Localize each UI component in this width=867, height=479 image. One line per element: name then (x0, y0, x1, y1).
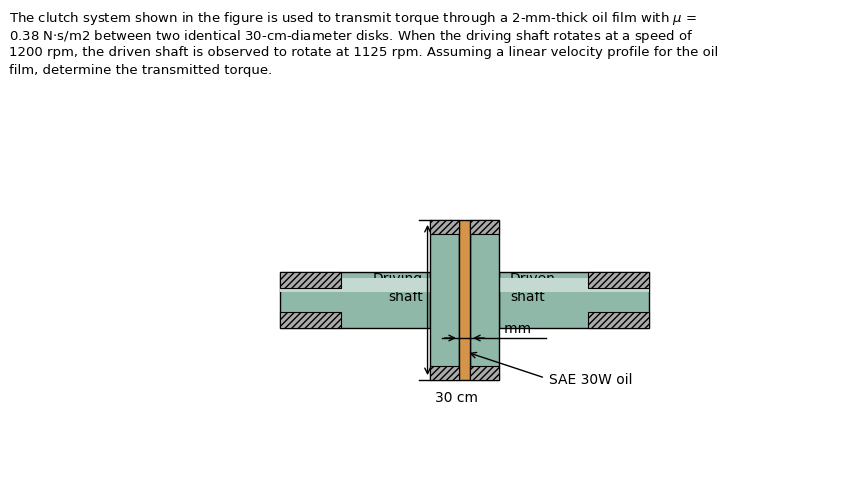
Text: Driving
shaft: Driving shaft (373, 273, 423, 304)
Text: film, determine the transmitted torque.: film, determine the transmitted torque. (10, 64, 273, 77)
Bar (470, 366, 499, 380)
Text: 0.38 N$\cdot$s/m2 between two identical 30-cm-diameter disks. When the driving s: 0.38 N$\cdot$s/m2 between two identical … (10, 28, 694, 45)
Bar (588, 272, 649, 288)
Bar (470, 220, 499, 234)
Bar (459, 220, 470, 380)
Bar (470, 220, 499, 380)
Bar (430, 220, 459, 380)
Text: 30 cm: 30 cm (435, 391, 478, 405)
Text: 1200 rpm, the driven shaft is observed to rotate at 1125 rpm. Assuming a linear : 1200 rpm, the driven shaft is observed t… (10, 46, 719, 59)
Text: SAE 30W oil: SAE 30W oil (549, 373, 632, 387)
Text: Driven
shaft: Driven shaft (510, 273, 556, 304)
Bar (280, 312, 342, 328)
Bar (499, 278, 649, 292)
Bar (280, 272, 342, 288)
Text: 2 mm: 2 mm (491, 322, 531, 336)
Text: The clutch system shown in the figure is used to transmit torque through a 2-mm-: The clutch system shown in the figure is… (10, 10, 697, 27)
Bar (499, 272, 649, 328)
Bar (430, 220, 459, 234)
Bar (280, 278, 430, 292)
Bar (280, 272, 430, 328)
Bar (430, 366, 459, 380)
Bar (588, 312, 649, 328)
